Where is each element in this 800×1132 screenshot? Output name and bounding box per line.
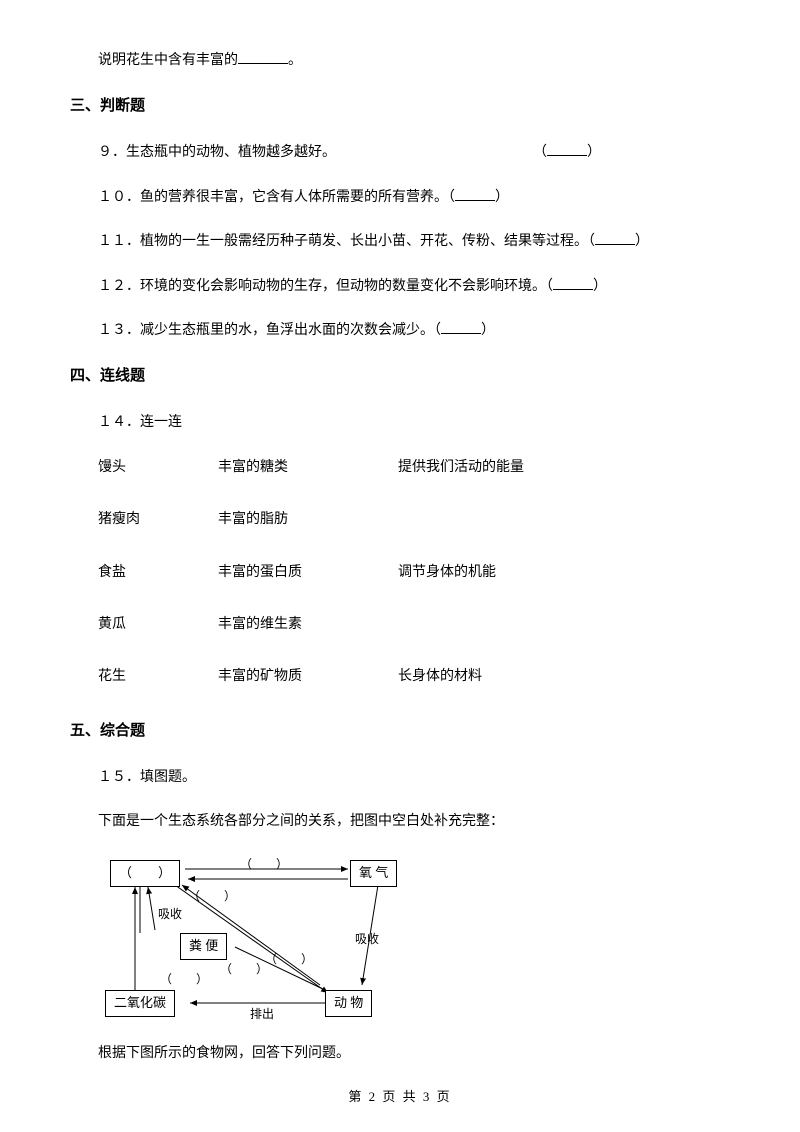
q13: １３．减少生态瓶里的水，鱼浮出水面的次数会减少。（ ） (70, 320, 730, 342)
page-footer: 第 2 页 共 3 页 (0, 1087, 800, 1108)
q13-blank[interactable] (441, 320, 481, 334)
match-col3: 长身体的材料 (398, 666, 482, 688)
match-table: 馒头丰富的糖类提供我们活动的能量猪瘦肉丰富的脂肪食盐丰富的蛋白质调节身体的机能黄… (70, 457, 730, 689)
match-row: 花生丰富的矿物质长身体的材料 (70, 666, 730, 688)
footer-suffix: 页 (431, 1089, 451, 1104)
q9-paren-open: （ (533, 145, 547, 160)
footer-prefix: 第 (348, 1089, 368, 1104)
q15-desc: 下面是一个生态系统各部分之间的关系，把图中空白处补充完整： (70, 811, 730, 833)
q15-after: 根据下图所示的食物网，回答下列问题。 (70, 1043, 730, 1065)
q12-paren-close: ） (593, 279, 607, 294)
q11: １１．植物的一生一般需经历种子萌发、长出小苗、开花、传粉、结果等过程。（ ） (70, 231, 730, 253)
section-4-heading: 四、连线题 (70, 364, 730, 388)
match-col2: 丰富的脂肪 (218, 509, 398, 531)
ecosystem-diagram: （ ） 氧 气 粪 便 二氧化碳 动 物 吸收 吸收 排出 （ ） （ ） （ … (100, 855, 440, 1025)
match-col2: 丰富的蛋白质 (218, 562, 398, 584)
diagram-box-animal: 动 物 (325, 990, 372, 1017)
match-row: 猪瘦肉丰富的脂肪 (70, 509, 730, 531)
q13-paren-close: ） (481, 323, 495, 338)
q9: ９．生态瓶中的动物、植物越多越好。 （ ） (70, 142, 730, 164)
diagram-label-absorb1: 吸收 (158, 905, 182, 924)
q9-blank[interactable] (547, 142, 587, 156)
match-row: 馒头丰富的糖类提供我们活动的能量 (70, 457, 730, 479)
diagram-label-absorb2: 吸收 (355, 930, 379, 949)
footer-page: 2 (369, 1089, 378, 1104)
match-col1: 黄瓜 (98, 614, 218, 636)
match-col3: 调节身体的机能 (398, 562, 496, 584)
intro-prefix: 说明花生中含有丰富的 (98, 53, 238, 68)
intro-suffix: 。 (288, 53, 302, 68)
diagram-box-feces: 粪 便 (180, 933, 227, 960)
diagram-label-diag-paren1: （ ） (188, 887, 236, 906)
match-col1: 猪瘦肉 (98, 509, 218, 531)
q12-blank[interactable] (553, 276, 593, 290)
section-5-heading: 五、综合题 (70, 719, 730, 743)
match-col2: 丰富的维生素 (218, 614, 398, 636)
footer-mid: 页 共 (377, 1089, 423, 1104)
match-col2: 丰富的糖类 (218, 457, 398, 479)
q10-paren-close: ） (495, 190, 509, 205)
q9-text: ９．生态瓶中的动物、植物越多越好。 (98, 145, 336, 160)
match-col1: 花生 (98, 666, 218, 688)
q15-title: １５．填图题。 (70, 767, 730, 789)
diagram-box-blank: （ ） (110, 860, 180, 887)
match-row: 食盐丰富的蛋白质调节身体的机能 (70, 562, 730, 584)
diagram-label-left-paren: （ ） (160, 970, 208, 989)
diagram-box-oxygen: 氧 气 (350, 860, 397, 887)
section-3-heading: 三、判断题 (70, 94, 730, 118)
q12: １２．环境的变化会影响动物的生存，但动物的数量变化不会影响环境。（ ） (70, 276, 730, 298)
match-col2: 丰富的矿物质 (218, 666, 398, 688)
diagram-label-top-paren: （ ） (240, 855, 288, 874)
match-col1: 食盐 (98, 562, 218, 584)
match-col3: 提供我们活动的能量 (398, 457, 524, 479)
q10-blank[interactable] (455, 187, 495, 201)
diagram-label-emit: 排出 (250, 1005, 274, 1024)
q9-paren-close: ） (587, 145, 601, 160)
q11-blank[interactable] (595, 231, 635, 245)
q10: １０．鱼的营养很丰富，它含有人体所需要的所有营养。（ ） (70, 187, 730, 209)
match-col1: 馒头 (98, 457, 218, 479)
diagram-box-co2: 二氧化碳 (105, 990, 175, 1017)
q13-text: １３．减少生态瓶里的水，鱼浮出水面的次数会减少。（ (98, 323, 441, 338)
q10-text: １０．鱼的营养很丰富，它含有人体所需要的所有营养。（ (98, 190, 455, 205)
diagram-label-mid-paren: （ ） (220, 960, 268, 979)
diagram-label-diag-paren2: （ ） (265, 950, 313, 969)
q14-title: １４．连一连 (70, 412, 730, 434)
intro-blank[interactable] (238, 50, 288, 64)
q11-paren-close: ） (635, 234, 649, 249)
intro-line: 说明花生中含有丰富的 。 (70, 50, 730, 72)
match-row: 黄瓜丰富的维生素 (70, 614, 730, 636)
q11-text: １１．植物的一生一般需经历种子萌发、长出小苗、开花、传粉、结果等过程。（ (98, 234, 595, 249)
q12-text: １２．环境的变化会影响动物的生存，但动物的数量变化不会影响环境。（ (98, 279, 553, 294)
